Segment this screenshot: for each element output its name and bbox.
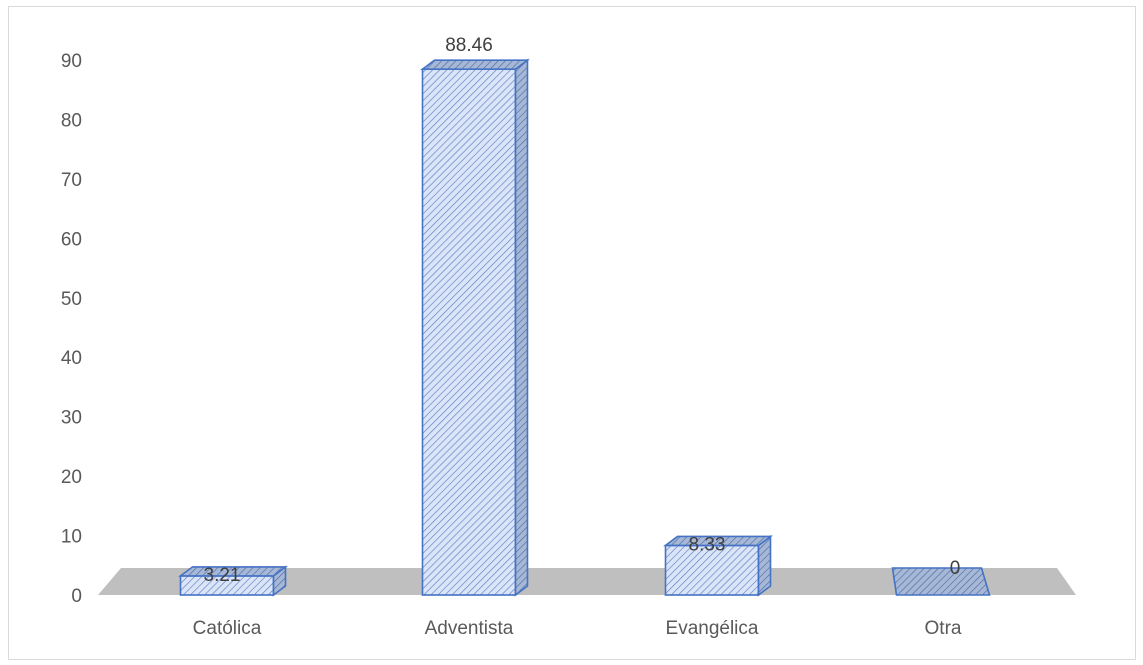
data-label: 8.33 (689, 534, 726, 555)
bar-side (516, 60, 528, 595)
bar (423, 60, 528, 595)
bar (893, 568, 990, 595)
y-tick-label: 10 (61, 527, 82, 548)
y-tick-label: 0 (71, 586, 82, 607)
y-tick-label: 40 (61, 348, 82, 369)
y-tick-label: 50 (61, 289, 82, 310)
data-labels: 3.21 88.46 8.33 0 (204, 35, 961, 586)
y-axis-ticks: 0 10 20 30 40 50 60 70 80 90 (61, 51, 82, 607)
y-tick-label: 20 (61, 467, 82, 488)
bar-top (893, 568, 990, 595)
x-category-label: Adventista (425, 618, 514, 639)
bar-side (759, 536, 771, 595)
y-tick-label: 90 (61, 51, 82, 72)
data-label: 88.46 (445, 35, 493, 56)
data-label: 0 (950, 558, 961, 579)
x-axis-categories: Católica Adventista Evangélica Otra (193, 618, 962, 639)
x-category-label: Católica (193, 618, 262, 639)
bar-top (423, 60, 528, 69)
data-label: 3.21 (204, 565, 241, 586)
y-tick-label: 80 (61, 110, 82, 131)
x-category-label: Evangélica (666, 618, 759, 639)
x-category-label: Otra (925, 618, 962, 639)
y-tick-label: 60 (61, 229, 82, 250)
y-tick-label: 30 (61, 408, 82, 429)
bar-front (423, 69, 516, 595)
y-tick-label: 70 (61, 170, 82, 191)
bars (181, 60, 990, 595)
